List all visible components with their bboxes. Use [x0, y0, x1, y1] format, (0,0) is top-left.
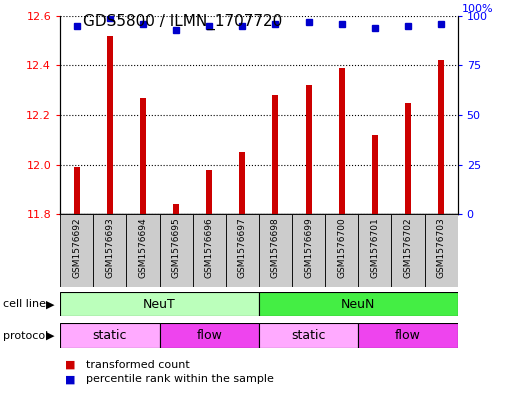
Text: GSM1576692: GSM1576692 — [72, 217, 81, 278]
Bar — [60, 292, 259, 316]
Bar — [259, 292, 458, 316]
Text: GSM1576694: GSM1576694 — [139, 217, 147, 278]
Text: GSM1576695: GSM1576695 — [172, 217, 180, 278]
Bar — [74, 167, 79, 214]
Bar — [358, 323, 458, 348]
Text: ■: ■ — [65, 374, 76, 384]
Text: cell line: cell line — [3, 299, 46, 309]
Bar — [405, 103, 411, 214]
Bar — [240, 152, 245, 214]
Bar — [160, 323, 259, 348]
Text: ▶: ▶ — [46, 331, 54, 341]
Bar — [160, 214, 192, 287]
Text: GSM1576696: GSM1576696 — [204, 217, 214, 278]
Bar — [173, 204, 179, 214]
Bar — [107, 36, 113, 214]
Bar — [372, 135, 378, 214]
Bar — [259, 214, 292, 287]
Bar — [305, 85, 312, 214]
Bar — [272, 95, 278, 214]
Text: protocol: protocol — [3, 331, 48, 341]
Text: GSM1576698: GSM1576698 — [271, 217, 280, 278]
Bar — [140, 97, 146, 214]
Text: GSM1576701: GSM1576701 — [370, 217, 379, 278]
Bar — [292, 214, 325, 287]
Text: GSM1576693: GSM1576693 — [105, 217, 115, 278]
Bar — [425, 214, 458, 287]
Bar — [93, 214, 127, 287]
Text: GSM1576697: GSM1576697 — [238, 217, 247, 278]
Bar — [259, 323, 358, 348]
Text: NeuT: NeuT — [143, 298, 176, 311]
Text: NeuN: NeuN — [341, 298, 376, 311]
Bar — [391, 214, 425, 287]
Text: GSM1576702: GSM1576702 — [403, 217, 413, 278]
Text: static: static — [93, 329, 127, 342]
Text: 100%: 100% — [462, 4, 493, 14]
Bar — [358, 214, 391, 287]
Text: percentile rank within the sample: percentile rank within the sample — [86, 374, 274, 384]
Text: static: static — [291, 329, 326, 342]
Bar — [206, 169, 212, 214]
Text: flow: flow — [196, 329, 222, 342]
Bar — [60, 323, 160, 348]
Text: GSM1576703: GSM1576703 — [437, 217, 446, 278]
Text: flow: flow — [395, 329, 421, 342]
Text: ▶: ▶ — [46, 299, 54, 309]
Bar — [325, 214, 358, 287]
Bar — [192, 214, 226, 287]
Bar — [226, 214, 259, 287]
Text: transformed count: transformed count — [86, 360, 190, 370]
Bar — [127, 214, 160, 287]
Bar — [339, 68, 345, 214]
Bar — [60, 214, 93, 287]
Text: ■: ■ — [65, 360, 76, 370]
Text: GDS5800 / ILMN_1707720: GDS5800 / ILMN_1707720 — [84, 14, 282, 30]
Text: GSM1576699: GSM1576699 — [304, 217, 313, 278]
Bar — [438, 61, 444, 214]
Text: GSM1576700: GSM1576700 — [337, 217, 346, 278]
